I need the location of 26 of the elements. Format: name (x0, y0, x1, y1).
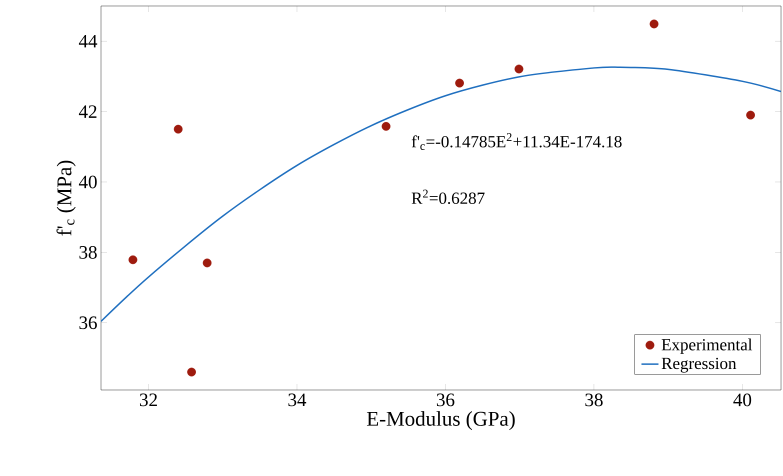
x-tick-label: 40 (733, 394, 752, 406)
x-tick-label: 32 (140, 394, 157, 406)
point (187, 368, 196, 376)
y-tick-label: 42 (78, 105, 96, 118)
x-tick-label: 36 (436, 394, 454, 406)
point (455, 78, 464, 88)
legend-label: Regression (662, 358, 736, 373)
y-tick-label: 40 (78, 176, 97, 188)
point (128, 255, 138, 264)
y-axis-title: f'$_{c}$ (MPa) (56, 160, 76, 236)
legend-label: Experimental (662, 338, 752, 354)
x-tick-label: 38 (585, 394, 603, 406)
annotation: f'$_{c}$=-0.14785E$^{2}$+11.34E-174.18 (412, 133, 622, 150)
point (202, 258, 212, 268)
annotation: R$^{2}$=0.6287 (412, 190, 485, 204)
y-tick-label: 44 (78, 34, 98, 48)
x-axis-title: E-Modulus (GPa) (366, 411, 515, 430)
point (382, 122, 390, 131)
line-series (101, 66, 782, 322)
point (514, 64, 524, 74)
y-tick-label: 38 (79, 246, 97, 259)
point (746, 110, 755, 120)
point (650, 20, 658, 28)
x-tick-label: 34 (288, 394, 306, 406)
point (174, 124, 183, 134)
y-tick-label: 36 (79, 316, 97, 330)
